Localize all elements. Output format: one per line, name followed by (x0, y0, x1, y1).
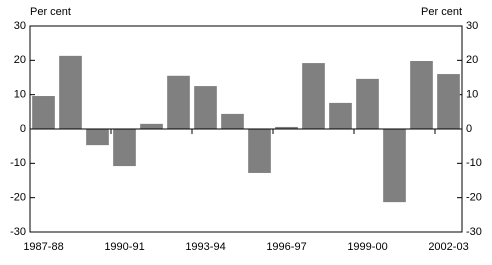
bar (194, 86, 217, 129)
y2-tick-label: -10 (466, 157, 482, 169)
y-tick-label: -20 (10, 192, 26, 204)
y-tick-label: 10 (14, 89, 26, 101)
y2-tick-label: -30 (466, 226, 482, 238)
bar (167, 75, 190, 129)
y-tick-label: -10 (10, 157, 26, 169)
y2-tick-label: 10 (466, 89, 478, 101)
bar (410, 61, 433, 129)
bar (248, 129, 271, 173)
bar (356, 78, 379, 129)
x-tick-label: 1993-94 (185, 241, 225, 253)
y-tick-label: 20 (14, 54, 26, 66)
bar (275, 126, 298, 129)
x-tick-label: 1996-97 (266, 241, 306, 253)
y-tick-label: -30 (10, 226, 26, 238)
y-tick-label: 30 (14, 20, 26, 32)
y2-axis-label: Per cent (421, 6, 462, 18)
x-tick-label: 1990-91 (104, 241, 144, 253)
x-tick-label: 2002-03 (428, 241, 468, 253)
x-tick-label: 1999-00 (347, 241, 387, 253)
y-axis-label: Per cent (30, 6, 71, 18)
bar (59, 55, 82, 130)
bar (86, 129, 109, 146)
y2-tick-label: 30 (466, 20, 478, 32)
bar (113, 129, 136, 167)
bar (221, 113, 244, 129)
y2-tick-label: -20 (466, 192, 482, 204)
y2-tick-label: 0 (466, 123, 472, 135)
bar (437, 74, 460, 129)
x-tick-label: 1987-88 (23, 241, 63, 253)
bar (383, 129, 406, 203)
bar (32, 96, 55, 129)
y-tick-label: 0 (20, 123, 26, 135)
bar (329, 102, 352, 129)
y2-tick-label: 20 (466, 54, 478, 66)
bar (140, 123, 163, 129)
bar (302, 63, 325, 129)
